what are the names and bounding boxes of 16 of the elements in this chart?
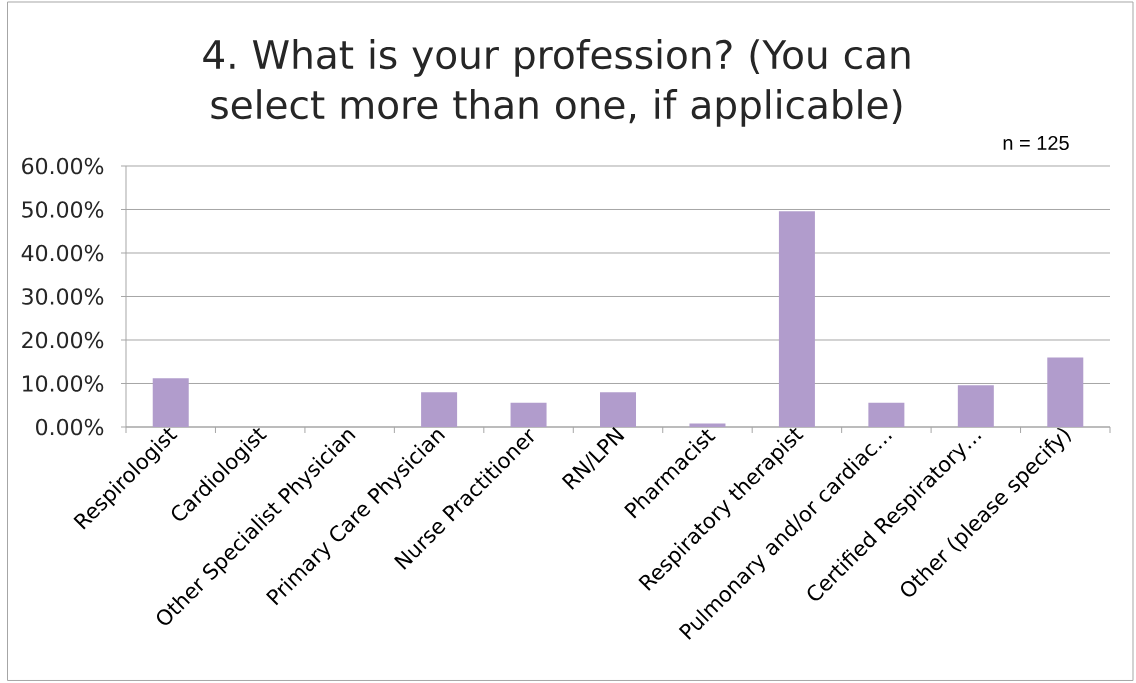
y-tick-label: 20.00% <box>22 331 104 349</box>
bar <box>600 392 637 427</box>
bar <box>868 402 905 427</box>
y-tick-label: 60.00% <box>22 157 104 175</box>
text: n = 125 <box>1003 135 1069 151</box>
chart-title: 4. What is your profession? (You can select more than one, if applicable) <box>203 39 910 127</box>
y-tick-label: 30.00% <box>22 288 104 305</box>
bar <box>957 385 994 427</box>
y-tick-label: 10.00% <box>23 375 104 392</box>
y-tick-label: 40.00% <box>21 244 104 262</box>
y-tick-label: 50.00% <box>22 201 104 218</box>
bar <box>1047 357 1084 427</box>
bar <box>510 402 547 427</box>
bar <box>152 378 189 427</box>
bar <box>421 392 458 427</box>
bar <box>778 211 815 427</box>
